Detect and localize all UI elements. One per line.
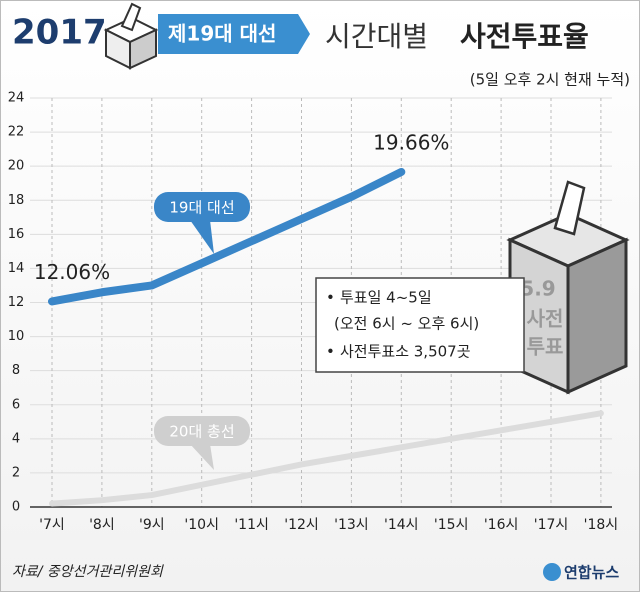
y-tick-label: 18 [8,193,25,208]
legend-label: 20대 총선 [169,423,234,441]
svg-text:•: • [326,289,335,307]
source: 자료/ 중앙선거관리위원회 [12,564,164,580]
y-tick-label: 10 [8,329,25,344]
y-tick-label: 4 [12,431,20,446]
notes: • 투표일 4~5일 (오전 6시 ~ 오후 6시) • 사전투표소 3,507… [315,277,525,373]
x-tick-label: '15시 [434,517,469,533]
note: (오전 6시 ~ 오후 6시) [334,315,479,333]
legend-box [154,192,250,222]
y-tick-label: 6 [12,397,20,412]
x-tick-label: '9시 [139,517,165,533]
ballot-text: 투표 [527,335,564,359]
data-label: 12.06% [34,260,110,284]
data-label: 19.66% [373,130,449,154]
legend-box [154,416,250,446]
x-tick-label: '14시 [384,517,419,533]
x-tick-label: '13시 [334,517,369,533]
y-tick-label: 22 [8,125,25,140]
note: 사전투표소 3,507곳 [340,343,471,361]
x-tick-label: '10시 [184,517,219,533]
x-tick-label: '8시 [89,517,115,533]
svg-text:•: • [326,343,335,361]
x-tick-label: '12시 [284,517,319,533]
x-tick-label: '17시 [534,517,569,533]
y-tick-label: 2 [12,465,20,480]
series-line [48,167,406,306]
title-regular: 시간대별 [325,20,428,53]
y-tick-label: 8 [12,363,20,378]
y-tick-label: 12 [8,295,25,310]
logo: 2017 [12,13,107,53]
series-line [49,410,604,507]
legend-pointer [190,444,214,470]
title-bold: 사전투표율 [460,20,589,53]
x-tick-label: '7시 [39,517,65,533]
legend-pointer [190,220,214,254]
note: 투표일 4~5일 [340,289,432,307]
x-tick-label: '18시 [584,517,619,533]
agency-icon [543,563,561,581]
x-tick-label: '16시 [484,517,519,533]
legend-label: 19대 대선 [169,199,234,217]
y-tick-label: 14 [8,261,25,276]
y-tick-label: 20 [8,159,25,174]
y-tick-label: 24 [8,91,25,106]
badge: 제19대 대선 [168,22,276,46]
y-tick-label: 0 [12,500,20,515]
ballot-text: 사전 [527,307,564,331]
x-tick-label: '11시 [234,517,269,533]
ballot-text: 5.9 [520,277,555,301]
agency: 연합뉴스 [564,564,619,582]
badge-bg [158,14,310,54]
subtitle: (5일 오후 2시 현재 누적) [470,71,630,89]
ballot-icon [103,2,159,70]
y-tick-label: 16 [8,227,25,242]
